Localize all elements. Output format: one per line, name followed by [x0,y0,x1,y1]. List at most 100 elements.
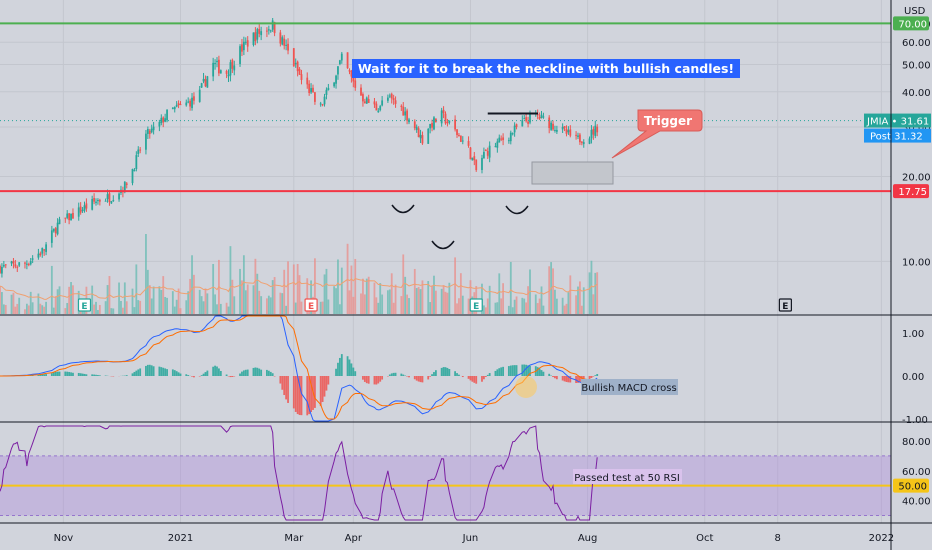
macd-histogram-bar [375,376,378,385]
volume-bar [440,288,443,314]
candle-body [327,87,330,91]
volume-bar [327,299,330,314]
candle-body [580,141,583,143]
volume-bar [233,296,236,314]
time-tick-label: Mar [284,533,304,544]
candle-body [406,110,408,121]
candle-body [150,128,153,133]
candle-body [454,119,457,130]
candle-body [509,132,512,142]
candle-body [360,87,362,96]
candle-body [254,32,257,42]
candle-body [77,207,80,217]
macd-histogram-bar [588,376,591,380]
macd-note-box [581,379,678,395]
macd-histogram-bar [93,374,95,376]
volume-bar [431,285,433,314]
macd-histogram-bar [37,374,40,376]
candle-body [388,95,391,97]
macd-histogram-bar [446,367,449,376]
candle-body [400,105,403,107]
macd-histogram-bar [314,376,316,408]
candle-body [538,116,541,119]
volume-bars [0,234,599,314]
earnings-marker-label: E [782,302,788,312]
earnings-marker-label: E [473,302,479,312]
currency-label: USD [904,6,926,17]
volume-bar [590,260,593,314]
candle-body [429,123,432,129]
volume-bar [296,263,299,314]
volume-bar [16,303,19,314]
candle-body [64,217,67,219]
macd-histogram-bar [509,365,512,376]
volume-bar [58,286,61,314]
volume-ma-line [0,278,598,300]
volume-bar [145,234,147,314]
candle-body [148,130,151,135]
candle-body [314,92,316,102]
macd-histogram-bar [348,359,351,376]
volume-bar [271,280,274,314]
candle-body [321,104,324,106]
last-price-label [864,113,931,128]
candle-body [66,213,69,218]
volume-bar [254,258,257,314]
volume-bar [239,268,241,314]
volume-bar [27,305,30,314]
volume-bar [515,296,518,314]
candle-body [459,135,462,142]
volume-bar [513,299,516,314]
macd-histogram-bar [177,372,180,376]
macd-histogram-bar [552,376,554,378]
pattern-arc [505,205,529,215]
macd-histogram-bar [461,376,464,378]
time-tick-label: 8 [775,533,781,544]
macd-histogram-bar [582,376,585,381]
rsi-note: Passed test at 50 RSI [574,473,680,484]
candle-body [394,100,397,104]
macd-histogram-bar [166,369,168,376]
volume-bar [292,264,295,314]
macd-histogram-bar [363,376,366,382]
macd-histogram-bar [91,374,94,376]
macd-histogram-bar [266,369,268,376]
macd-histogram-bar [379,376,382,382]
volume-bar [375,297,378,314]
volume-bar [219,303,222,314]
macd-histogram-bar [538,368,541,376]
macd-histogram-bar [502,366,505,376]
candle-body [433,117,435,130]
macd-histogram-bar [254,367,257,376]
macd-histogram-bar [298,376,301,416]
volume-bar [433,275,435,314]
candle-body [427,128,430,144]
macd-histogram-bar [258,368,261,376]
macd-histogram-bar [444,367,447,376]
volume-bar [511,307,514,314]
macd-histogram-bar [252,367,255,376]
volume-bar [363,294,366,314]
candle-body [281,37,284,45]
macd-histogram-bar [548,373,551,376]
candle-body [193,96,195,101]
candle-body [72,212,74,219]
volume-bar [310,280,312,314]
candle-body [319,103,322,105]
macd-histogram-bar [146,364,149,376]
candle-body [338,60,341,65]
candle-body [496,141,499,148]
candle-body [507,140,510,142]
volume-bar [362,278,364,314]
volume-bar [321,301,324,314]
candle-body [104,200,107,202]
volume-bar [191,255,193,314]
candle-body [421,135,424,144]
volume-bar [18,297,21,314]
macd-histogram-bar [354,371,357,376]
candle-body [68,213,71,221]
macd-histogram-bar [486,374,489,376]
candle-body [458,135,460,137]
trigger-zone [531,161,614,185]
volume-bar [125,301,128,314]
